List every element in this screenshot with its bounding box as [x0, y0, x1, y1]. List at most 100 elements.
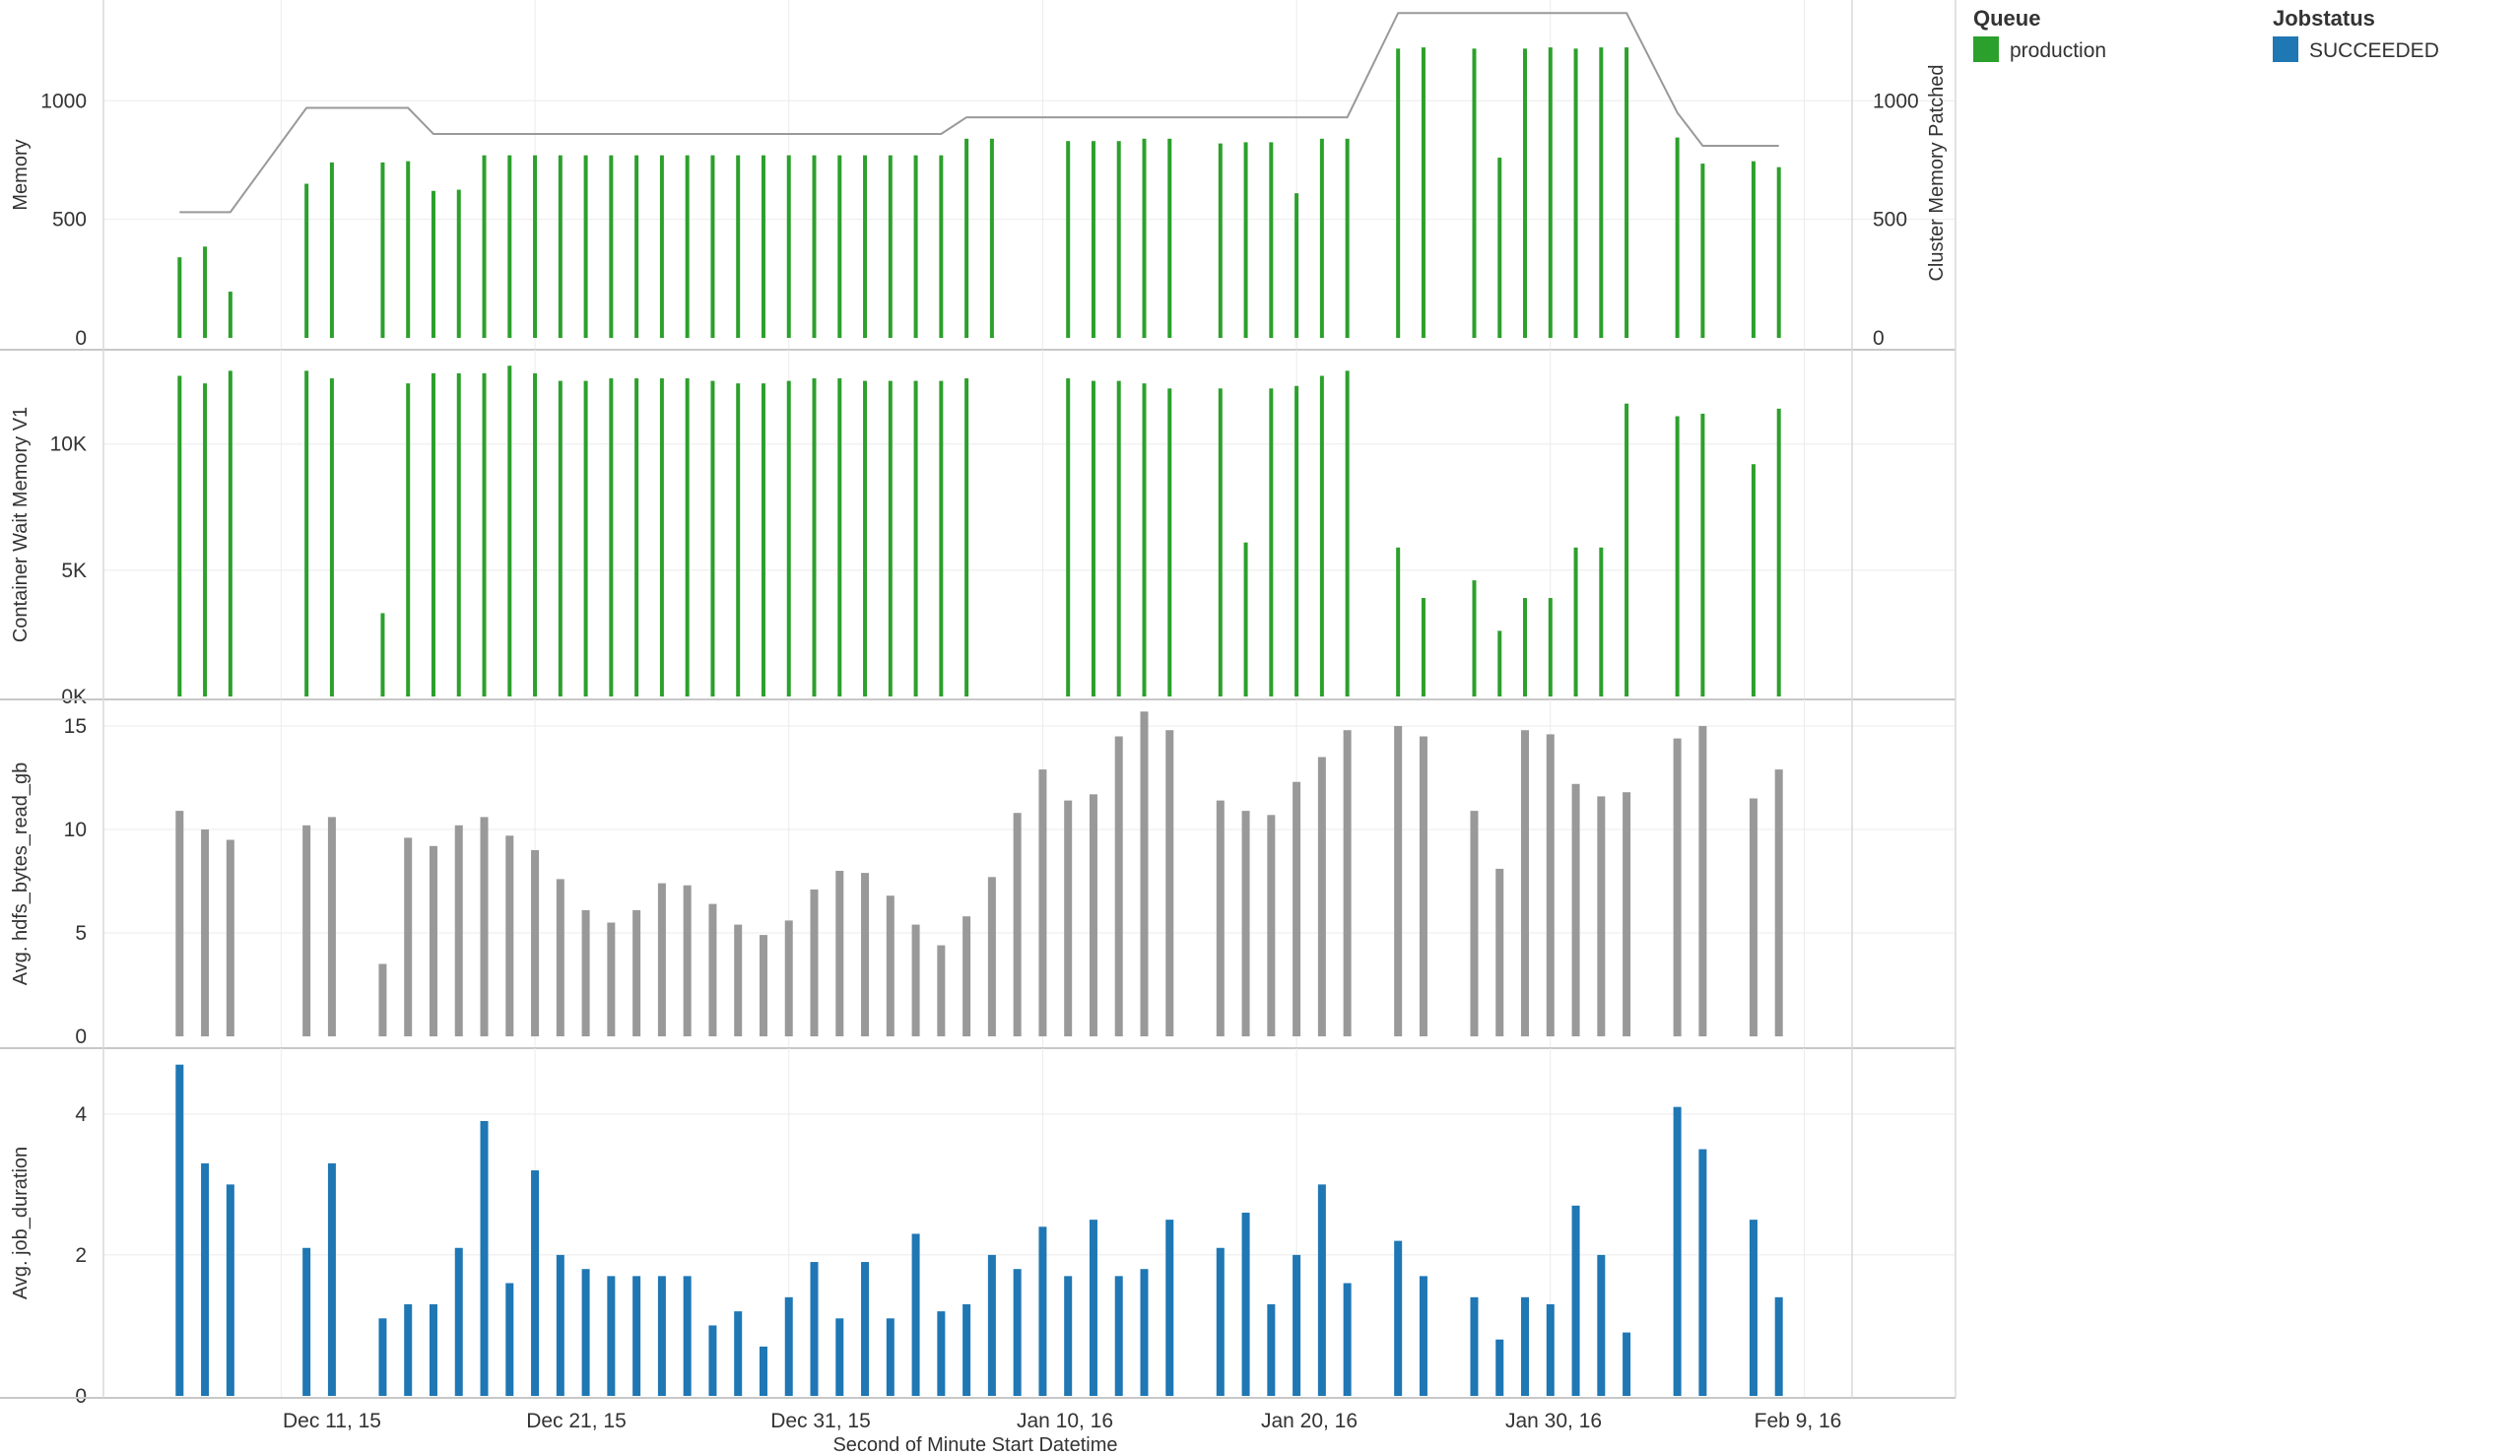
bar: [1625, 47, 1629, 338]
y2-axis-title: Cluster Memory Patched: [1926, 64, 1948, 281]
bar: [431, 190, 435, 338]
bar: [482, 372, 487, 696]
y-axis-title: Memory: [10, 139, 32, 210]
panel-3: 0 5 10 15 Avg. hdfs_bytes_read_gb: [0, 699, 1956, 1049]
bar: [1345, 370, 1350, 696]
bar: [327, 1162, 336, 1396]
bar: [1546, 1303, 1555, 1396]
legend-succeeded-swatch: [2273, 36, 2298, 62]
bar: [177, 257, 182, 338]
bar: [454, 1247, 463, 1396]
bar: [1749, 1220, 1757, 1396]
bar: [302, 825, 311, 1036]
bar: [533, 155, 538, 338]
bar: [177, 375, 182, 696]
bar: [1345, 138, 1350, 338]
bar: [1470, 1296, 1479, 1396]
bar: [1523, 598, 1528, 696]
bar: [1497, 158, 1502, 338]
bar: [1114, 736, 1123, 1036]
bar: [632, 909, 641, 1036]
x-tick-label: Feb 9, 16: [1755, 1410, 1842, 1432]
bar: [1751, 161, 1756, 338]
bar: [1571, 1205, 1580, 1396]
bar: [404, 1303, 413, 1396]
bar: [380, 162, 385, 338]
bar: [1497, 630, 1502, 696]
bar: [1698, 1149, 1707, 1396]
bar: [1218, 388, 1223, 696]
bar: [888, 155, 893, 338]
y2-tick-label: 1000: [1873, 90, 1919, 112]
x-tick-label: Jan 30, 16: [1505, 1410, 1602, 1432]
bar: [201, 829, 210, 1036]
bar: [835, 1318, 844, 1396]
bar: [480, 817, 489, 1036]
bar: [1216, 800, 1225, 1036]
bar: [1091, 141, 1095, 338]
bar: [1421, 598, 1426, 696]
x-tick-label: Dec 21, 15: [526, 1410, 627, 1432]
bar: [861, 873, 870, 1036]
bar: [1521, 1296, 1530, 1396]
bar: [556, 879, 564, 1036]
bar: [937, 945, 946, 1036]
bar: [736, 383, 741, 696]
bar: [531, 850, 540, 1036]
legend-queue-title: Queue: [1973, 6, 2040, 31]
legend-production-swatch: [1973, 36, 1999, 62]
y-tick-label: 10: [64, 819, 87, 841]
bar: [1495, 868, 1504, 1036]
bar: [759, 1346, 767, 1396]
bar: [1774, 1296, 1783, 1396]
bar: [1167, 138, 1172, 338]
bar: [1269, 142, 1274, 338]
y-axis-title: Avg. hdfs_bytes_read_gb: [10, 762, 32, 985]
bar: [863, 155, 868, 338]
legend-succeeded-label: SUCCEEDED: [2309, 39, 2439, 62]
bar: [1116, 141, 1121, 338]
bar: [1089, 794, 1097, 1036]
bar: [761, 155, 765, 338]
bar: [1573, 547, 1578, 696]
y-tick-label: 5K: [61, 560, 87, 582]
bar: [964, 378, 969, 696]
bar: [1419, 736, 1427, 1036]
bar: [480, 1120, 489, 1396]
bar: [302, 1247, 311, 1396]
bar: [987, 877, 996, 1036]
bar: [1066, 141, 1071, 338]
bar: [456, 189, 461, 338]
bar: [1623, 1332, 1631, 1396]
bar: [1218, 143, 1223, 338]
y2-tick-label: 500: [1873, 209, 1907, 232]
y-tick-label: 10K: [50, 433, 87, 456]
bar: [1343, 1283, 1352, 1396]
bar: [454, 825, 463, 1036]
bar: [939, 380, 944, 696]
bar: [1116, 380, 1121, 696]
bar: [1673, 1106, 1682, 1396]
bar: [837, 378, 842, 696]
bar: [1319, 375, 1324, 696]
bar: [175, 811, 184, 1036]
bar: [1038, 769, 1047, 1036]
bar: [1573, 48, 1578, 338]
bar: [685, 378, 690, 696]
bar: [203, 246, 208, 338]
legend: Queue production Jobstatus SUCCEEDED: [1973, 6, 2439, 62]
bar: [1523, 48, 1528, 338]
panel-1: 0 500 1000 0 500 1000 Memory Cluster Memory Pat…: [0, 0, 1956, 351]
bar: [1548, 598, 1553, 696]
bar: [1114, 1276, 1123, 1396]
bar: [634, 378, 639, 696]
bar: [1267, 815, 1276, 1036]
bar: [939, 155, 944, 338]
bar: [1751, 464, 1756, 696]
bar: [1472, 580, 1477, 696]
x-tick-label: Jan 20, 16: [1261, 1410, 1358, 1432]
bar: [1142, 383, 1147, 696]
bar: [1673, 738, 1682, 1036]
bar: [812, 155, 817, 338]
